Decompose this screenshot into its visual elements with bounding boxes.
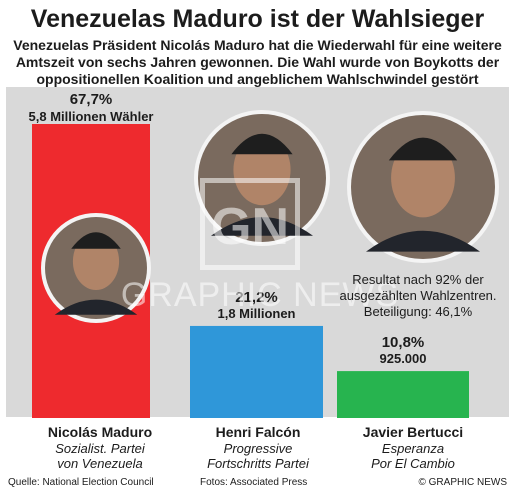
bar-2: [190, 325, 323, 418]
candidate-party: Esperanza: [381, 441, 445, 456]
candidate-name: Nicolás Maduro: [47, 424, 153, 440]
candidate-party: von Venezuela: [57, 456, 143, 471]
value-label: 67,7%: [70, 91, 113, 108]
candidate-name: Henri Falcón: [215, 424, 301, 440]
source-text: Quelle: National Election Council: [8, 477, 154, 488]
votes-label: 925.000: [380, 351, 427, 366]
candidate-maduro: Nicolás Maduro Sozialist. Partei von Ven…: [25, 424, 175, 471]
candidate-bertucci: Javier Bertucci Esperanza Por El Cambio: [338, 424, 488, 471]
candidate-name: Javier Bertucci: [362, 424, 464, 440]
bar-3: [337, 371, 469, 418]
copyright-text: © GRAPHIC NEWS: [418, 477, 508, 488]
candidate-falcon: Henri Falcón Progressive Fortschritts Pa…: [183, 424, 333, 471]
person-photo-icon: [41, 213, 151, 323]
result-note: Resultat nach 92% der ausgezählten Wahlz…: [339, 272, 497, 319]
candidate-party: Progressive: [223, 441, 293, 456]
candidate-party: Fortschritts Partei: [207, 456, 309, 471]
value-label: 10,8%: [382, 334, 425, 351]
person-photo-icon: [347, 111, 499, 263]
candidate-party: Sozialist. Partei: [55, 441, 145, 456]
votes-label: 1,8 Millionen: [217, 306, 295, 321]
candidate-party: Por El Cambio: [371, 456, 455, 471]
page-title: Venezuelas Maduro ist der Wahlsieger: [30, 5, 485, 33]
photo-credit-text: Fotos: Associated Press: [200, 477, 308, 488]
person-photo-icon: [194, 110, 330, 246]
votes-label: 5,8 Millionen Wähler: [29, 109, 154, 124]
page-subtitle: Venezuelas Präsident Nicolás Maduro hat …: [13, 37, 502, 87]
value-label: 21,2%: [235, 289, 278, 306]
